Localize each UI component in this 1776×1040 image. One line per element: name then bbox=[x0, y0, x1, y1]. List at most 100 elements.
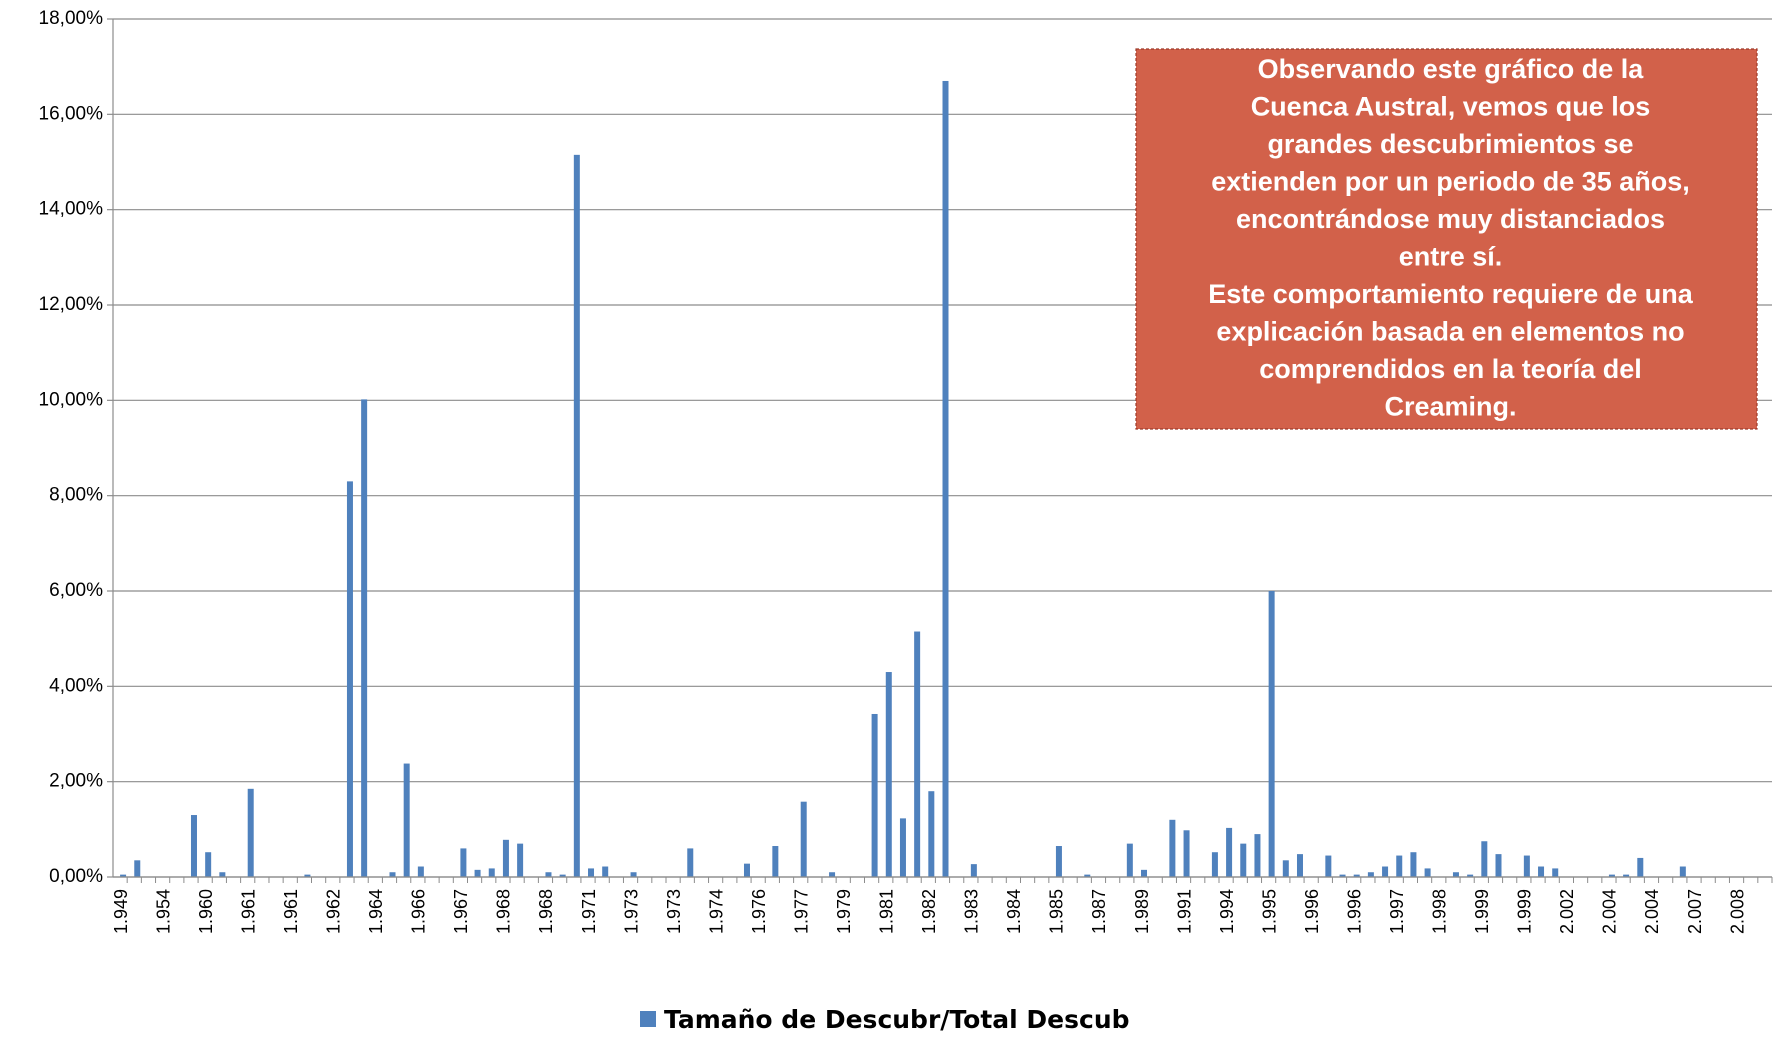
bar bbox=[1382, 866, 1389, 877]
bar bbox=[1240, 843, 1247, 877]
legend-label: Tamaño de Descubr/Total Descub bbox=[664, 1005, 1130, 1034]
bar bbox=[914, 631, 921, 877]
bar bbox=[800, 801, 807, 877]
bar bbox=[1226, 827, 1233, 877]
annotation-line: Observando este gráfico de la bbox=[1258, 54, 1645, 84]
bar bbox=[1552, 868, 1559, 877]
bar bbox=[403, 763, 410, 877]
x-tick-label: 1.996 bbox=[1302, 889, 1322, 934]
x-tick-label: 1.977 bbox=[791, 889, 811, 934]
bar bbox=[1254, 834, 1261, 877]
bar bbox=[517, 843, 524, 877]
annotation-line: Cuenca Austral, vemos que los bbox=[1251, 92, 1651, 122]
x-tick-label: 1.996 bbox=[1344, 889, 1364, 934]
x-tick-label: 1.964 bbox=[366, 889, 386, 934]
bar bbox=[1169, 819, 1176, 877]
x-tick-label: 1.968 bbox=[494, 889, 514, 934]
x-tick-label: 1.949 bbox=[111, 889, 131, 934]
bar bbox=[1481, 841, 1488, 877]
bar bbox=[928, 791, 935, 877]
annotation-line: extienden por un periodo de 35 años, bbox=[1211, 167, 1690, 197]
bar bbox=[573, 154, 580, 878]
annotation-line: Este comportamiento requiere de una bbox=[1208, 279, 1694, 309]
bar bbox=[1353, 874, 1360, 877]
annotation-line: Creaming. bbox=[1384, 392, 1516, 422]
x-tick-label: 1.961 bbox=[238, 889, 258, 934]
bar bbox=[474, 869, 481, 877]
bar bbox=[1523, 855, 1530, 877]
bar bbox=[1296, 854, 1303, 877]
y-tick-label: 2,00% bbox=[49, 771, 103, 792]
x-tick-label: 2.002 bbox=[1557, 889, 1577, 934]
bar bbox=[545, 872, 552, 877]
x-tick-label: 1.960 bbox=[196, 889, 216, 934]
bar bbox=[120, 874, 127, 877]
bar bbox=[1538, 866, 1545, 877]
bar bbox=[1055, 846, 1062, 877]
bar bbox=[346, 481, 353, 877]
bar bbox=[1339, 874, 1346, 877]
y-tick-label: 14,00% bbox=[39, 199, 104, 220]
bar bbox=[502, 839, 509, 877]
x-tick-label: 1.954 bbox=[153, 889, 173, 934]
bar bbox=[829, 872, 836, 877]
x-tick-label: 1.995 bbox=[1259, 889, 1279, 934]
y-tick-label: 10,00% bbox=[39, 389, 104, 410]
x-tick-label: 1.973 bbox=[621, 889, 641, 934]
x-tick-label: 1.973 bbox=[664, 889, 684, 934]
annotation-line: comprendidos en la teoría del bbox=[1259, 354, 1642, 384]
x-tick-label: 2.008 bbox=[1727, 889, 1747, 934]
x-tick-label: 1.987 bbox=[1089, 889, 1109, 934]
x-tick-label: 1.982 bbox=[919, 889, 939, 934]
x-tick-label: 1.994 bbox=[1217, 889, 1237, 934]
bar bbox=[1084, 874, 1091, 877]
x-tick-label: 1.967 bbox=[451, 889, 471, 934]
bar bbox=[247, 788, 254, 877]
bar bbox=[1410, 852, 1417, 877]
x-tick-label: 2.004 bbox=[1600, 889, 1620, 934]
bar bbox=[1452, 872, 1459, 877]
bar bbox=[1467, 874, 1474, 877]
x-tick-label: 1.979 bbox=[834, 889, 854, 934]
y-tick-label: 0,00% bbox=[49, 866, 103, 887]
x-tick-label: 1.997 bbox=[1387, 889, 1407, 934]
x-tick-label: 2.004 bbox=[1642, 889, 1662, 934]
bar bbox=[559, 874, 566, 877]
annotation-line: entre sí. bbox=[1399, 242, 1503, 272]
x-tick-label: 1.984 bbox=[1004, 889, 1024, 934]
annotation-box bbox=[1135, 48, 1758, 430]
bar bbox=[488, 868, 495, 877]
bar bbox=[588, 868, 595, 877]
x-tick-label: 1.961 bbox=[281, 889, 301, 934]
bar bbox=[190, 815, 197, 877]
x-tick-label: 1.968 bbox=[536, 889, 556, 934]
bar bbox=[1367, 872, 1374, 877]
bar bbox=[687, 848, 694, 877]
legend-swatch bbox=[640, 1011, 656, 1027]
bar bbox=[1679, 866, 1686, 877]
x-tick-label: 1.983 bbox=[962, 889, 982, 934]
x-tick-label: 1.966 bbox=[409, 889, 429, 934]
annotation-line: encontrándose muy distanciados bbox=[1236, 204, 1665, 234]
y-tick-label: 8,00% bbox=[49, 485, 103, 506]
bar bbox=[1325, 855, 1332, 877]
bar bbox=[1183, 830, 1190, 877]
annotation-line: grandes descubrimientos se bbox=[1267, 129, 1633, 159]
bar bbox=[1282, 860, 1289, 877]
bar bbox=[219, 872, 226, 877]
bar bbox=[743, 863, 750, 877]
bar bbox=[1396, 855, 1403, 877]
bar bbox=[1211, 852, 1218, 877]
x-tick-label: 1.971 bbox=[579, 889, 599, 934]
bar bbox=[1268, 591, 1275, 877]
bar bbox=[942, 80, 949, 877]
x-tick-label: 1.976 bbox=[749, 889, 769, 934]
bar bbox=[205, 852, 212, 877]
y-tick-label: 12,00% bbox=[39, 294, 104, 315]
x-tick-label: 2.007 bbox=[1685, 889, 1705, 934]
x-tick-label: 1.999 bbox=[1472, 889, 1492, 934]
bar bbox=[1141, 869, 1148, 877]
x-tick-label: 1.974 bbox=[706, 889, 726, 934]
y-tick-label: 18,00% bbox=[39, 8, 104, 29]
